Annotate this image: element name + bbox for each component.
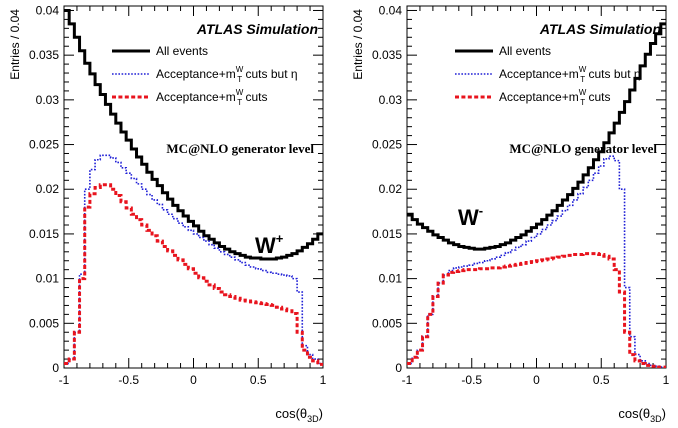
panel-w-plus: 0 0.005 0.01 0.015 0.02 0.025 0.03 0.035 0.04 -1 -…: [8, 3, 327, 424]
x-tick-label: 0.5: [250, 373, 267, 387]
series-solid-histogram: [407, 22, 666, 251]
x-tick-label: 0.5: [593, 373, 610, 387]
legend-entry: Acceptance+mW T cuts: [499, 88, 611, 107]
x-tick-label: -0.5: [118, 373, 139, 387]
y-axis-label: Entries / 0.04: [351, 9, 365, 80]
y-tick-label: 0.01: [379, 272, 403, 286]
legend-entry: Acceptance+mW T cuts but η: [156, 65, 298, 84]
y-tick-label: 0.04: [379, 3, 403, 17]
series-dashed-histogram: [64, 183, 323, 366]
y-tick-label: 0.02: [379, 182, 403, 196]
atlas-simulation-label: ATLAS Simulation: [539, 21, 661, 37]
x-tick-label: 1: [663, 373, 670, 387]
generator-level-label: MC@NLO generator level: [509, 141, 657, 156]
y-tick-label: 0: [52, 361, 59, 375]
series-dotted-histogram: [407, 155, 666, 368]
x-tick-label: 0: [533, 373, 540, 387]
y-tick-label: 0.035: [372, 48, 402, 62]
boson-label: W+: [255, 231, 284, 258]
x-tick-label: -1: [59, 373, 70, 387]
y-tick-label: 0.03: [379, 93, 403, 107]
legend-entry: Acceptance+mW T cuts: [156, 88, 268, 107]
panel-w-minus: 0 0.005 0.01 0.015 0.02 0.025 0.03 0.035 0.04 -1 -…: [351, 3, 670, 424]
y-tick-label: 0.015: [372, 227, 402, 241]
legend-entry: Acceptance+mW T cuts but η: [499, 65, 641, 84]
x-tick-label: 0: [190, 373, 197, 387]
plot-frame: [406, 5, 667, 369]
x-axis-label: cos(θ3D): [275, 406, 323, 424]
series-dotted-histogram: [64, 154, 323, 365]
atlas-simulation-label: ATLAS Simulation: [196, 21, 318, 37]
x-axis-label: cos(θ3D): [618, 406, 666, 424]
legend-entry: All events: [156, 44, 208, 58]
series-solid-histogram: [64, 8, 323, 261]
y-tick-label: 0.005: [372, 316, 402, 330]
y-tick-label: 0.01: [36, 272, 60, 286]
y-tick-label: 0.025: [29, 138, 59, 152]
y-tick-label: 0.015: [29, 227, 59, 241]
plot-frame: [63, 5, 324, 369]
x-tick-label: -0.5: [461, 373, 482, 387]
y-axis-label: Entries / 0.04: [8, 9, 22, 80]
y-tick-label: 0.005: [29, 316, 59, 330]
y-tick-label: 0: [395, 361, 402, 375]
y-tick-label: 0.03: [36, 93, 60, 107]
legend-entry: All events: [499, 44, 551, 58]
x-tick-label: -1: [402, 373, 413, 387]
x-tick-label: 1: [320, 373, 327, 387]
y-tick-label: 0.035: [29, 48, 59, 62]
y-tick-label: 0.025: [372, 138, 402, 152]
y-tick-label: 0.04: [36, 3, 60, 17]
y-tick-label: 0.02: [36, 182, 60, 196]
series-dashed-histogram: [407, 252, 666, 368]
generator-level-label: MC@NLO generator level: [166, 141, 314, 156]
boson-label: W-: [458, 203, 483, 230]
